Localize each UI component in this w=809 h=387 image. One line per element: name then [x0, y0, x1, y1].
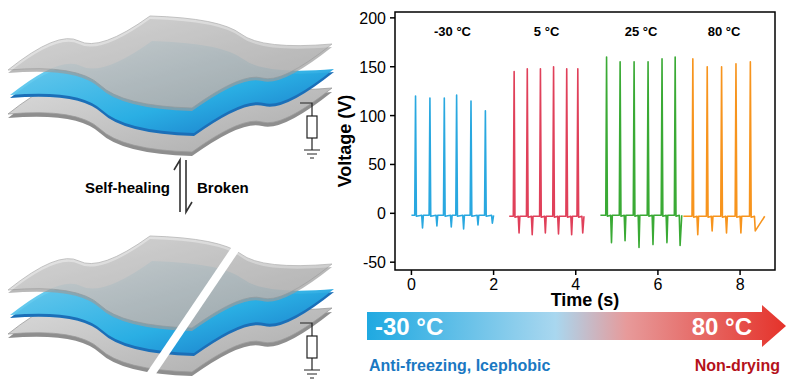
y-tick-label: -50	[363, 254, 386, 271]
gradient-arrow	[367, 305, 786, 347]
wire	[300, 103, 312, 116]
broken-label: Broken	[197, 179, 249, 196]
series-label: 80 °C	[708, 24, 741, 39]
series-line	[683, 59, 764, 235]
temperature-bar: -30 °C 80 °C Anti-freezing, Icephobic Non-d…	[367, 305, 786, 374]
top-electrode	[8, 236, 332, 328]
wire	[300, 323, 312, 336]
arrow-down	[186, 160, 192, 212]
resistor	[307, 336, 317, 358]
series-group	[411, 57, 764, 248]
x-axis-label: Time (s)	[551, 290, 620, 310]
chart: -5005010015020002468Time (s)Voltage (V)-…	[335, 10, 775, 310]
plot-frame	[395, 12, 775, 270]
ground	[304, 138, 320, 158]
ground	[304, 358, 320, 378]
series-line	[411, 95, 493, 229]
y-tick-label: 150	[359, 59, 386, 76]
series-line	[509, 67, 584, 235]
reversible-arrows: Self-healing Broken	[85, 160, 249, 212]
bar-end-label: 80 °C	[692, 313, 752, 340]
figure: -5005010015020002468Time (s)Voltage (V)-…	[0, 0, 809, 387]
series-line	[600, 57, 681, 248]
bar-start-label: -30 °C	[375, 313, 443, 340]
x-tick-label: 6	[653, 276, 662, 293]
x-tick-label: 2	[489, 276, 498, 293]
device-stack	[8, 223, 334, 387]
device-stack	[8, 16, 334, 158]
bar-left-caption: Anti-freezing, Icephobic	[369, 357, 550, 374]
y-tick-label: 200	[359, 10, 386, 27]
x-tick-label: 8	[736, 276, 745, 293]
y-axis-label: Voltage (V)	[335, 95, 355, 188]
bar-right-caption: Non-drying	[695, 357, 780, 374]
x-tick-label: 0	[407, 276, 416, 293]
y-tick-label: 0	[377, 205, 386, 222]
resistor	[307, 116, 317, 138]
y-tick-label: 100	[359, 108, 386, 125]
series-label: 5 °C	[534, 24, 560, 39]
top-electrode	[8, 16, 332, 108]
self-healing-label: Self-healing	[85, 179, 170, 196]
crack	[133, 223, 258, 387]
series-label: -30 °C	[434, 24, 472, 39]
series-label: 25 °C	[625, 24, 658, 39]
arrow-up	[174, 160, 180, 212]
y-tick-label: 50	[368, 156, 386, 173]
